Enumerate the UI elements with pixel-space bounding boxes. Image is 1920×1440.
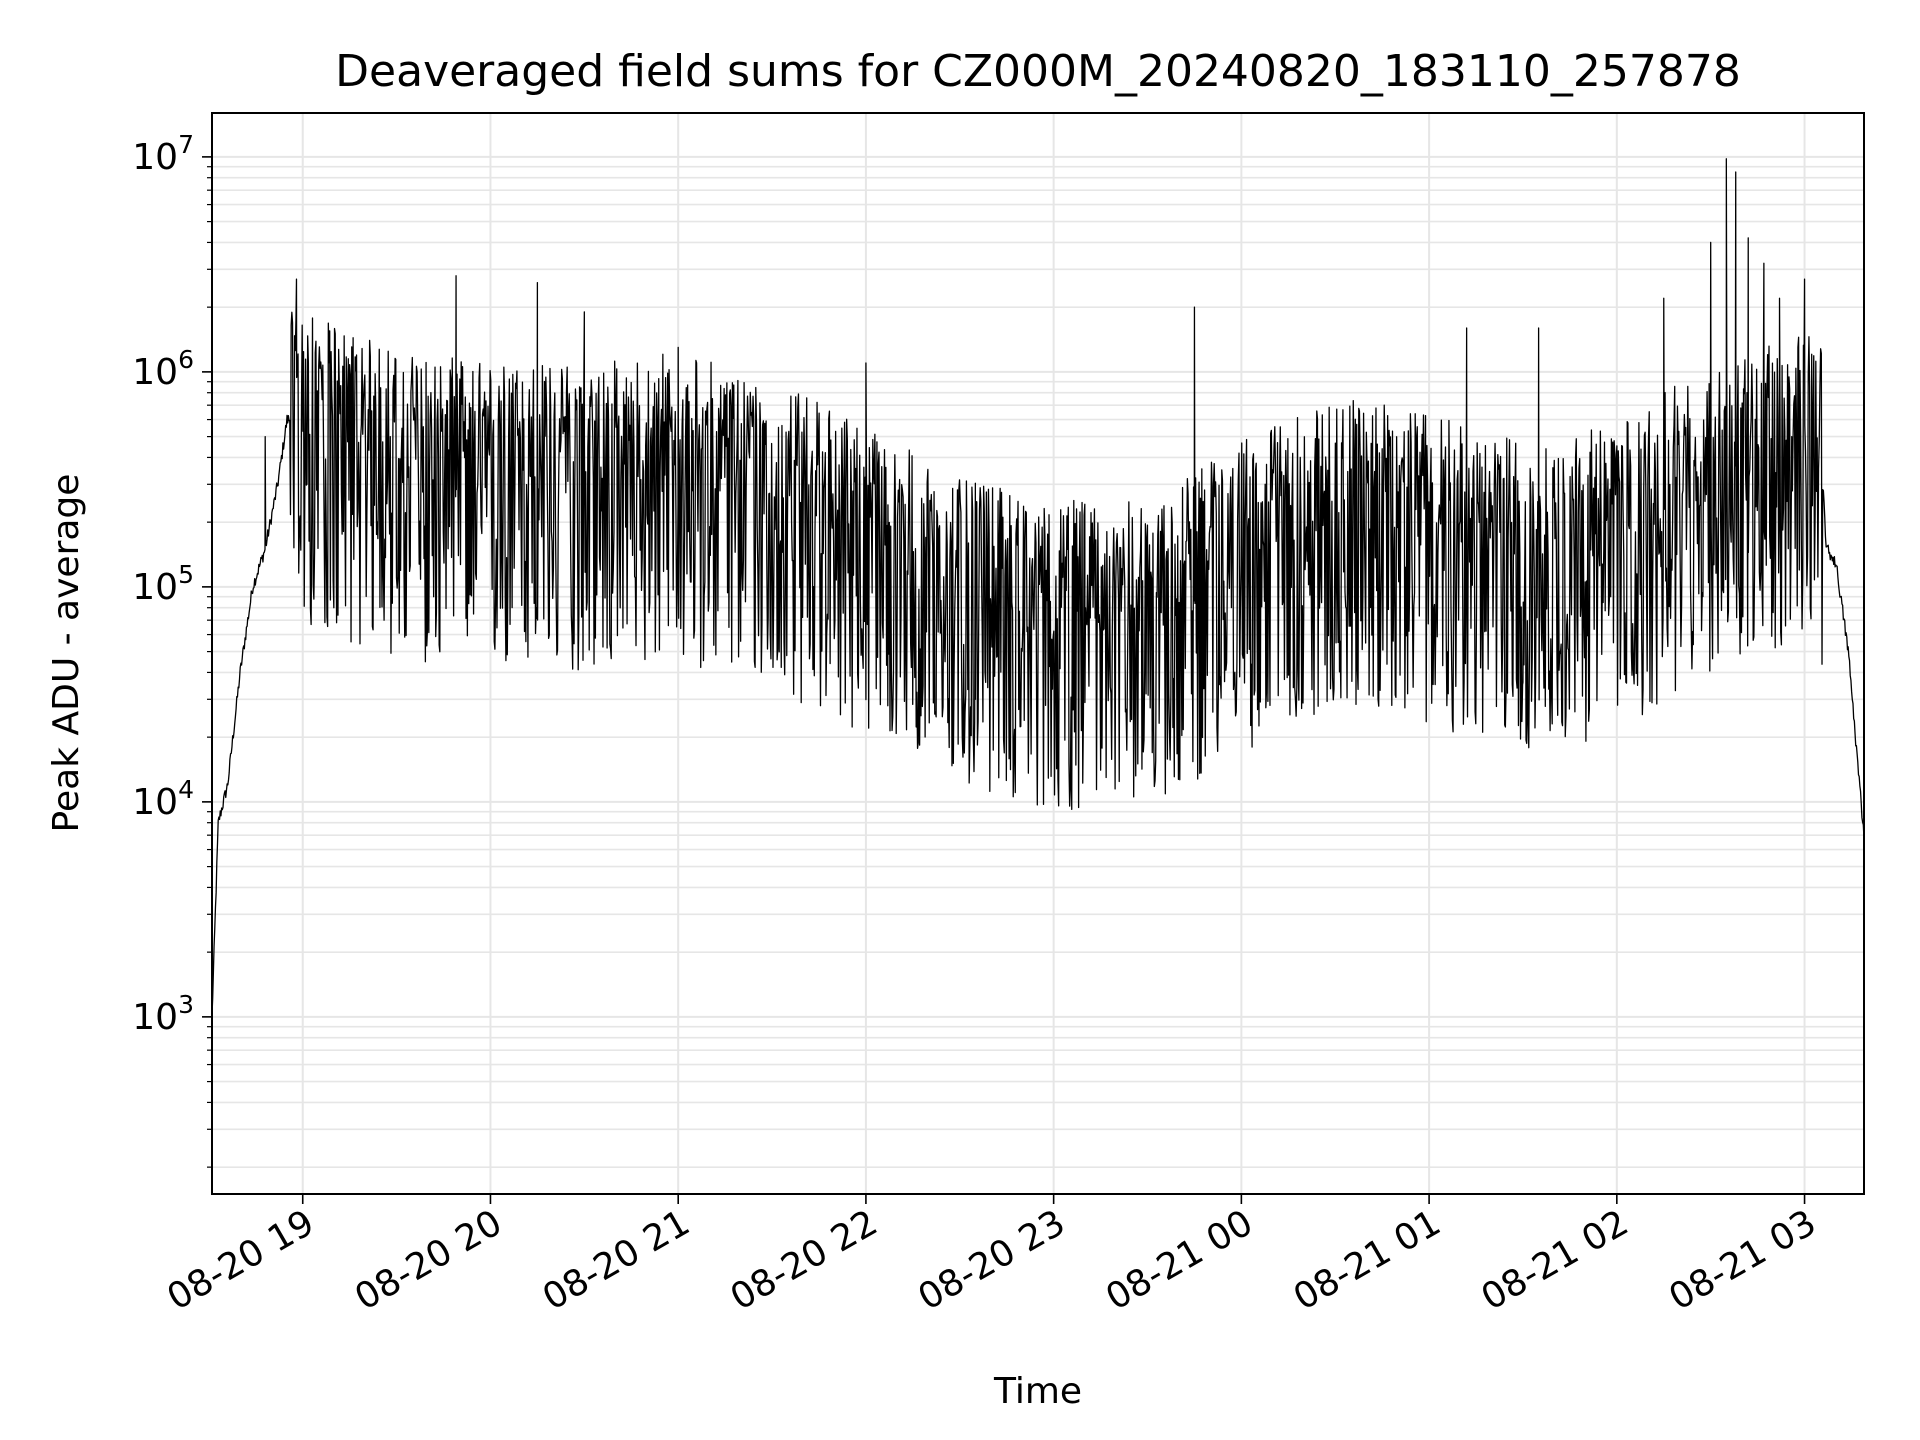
x-axis-label: Time [993, 1371, 1082, 1412]
y-axis-label: Peak ADU - average [46, 474, 87, 833]
y-tick-label: 107 [132, 130, 194, 178]
plot-area [212, 158, 1864, 1015]
y-tick-label: 103 [132, 990, 194, 1038]
y-tick-label: 106 [132, 345, 194, 393]
y-tick-label: 104 [132, 775, 194, 823]
plot-frame [211, 112, 1865, 1195]
y-axis: 103 104 105 106 107 [132, 130, 212, 1168]
y-tick-label: 105 [132, 560, 194, 608]
series-line [212, 158, 1864, 1015]
chart-title: Deaveraged field sums for CZ000M_2024082… [335, 46, 1741, 97]
